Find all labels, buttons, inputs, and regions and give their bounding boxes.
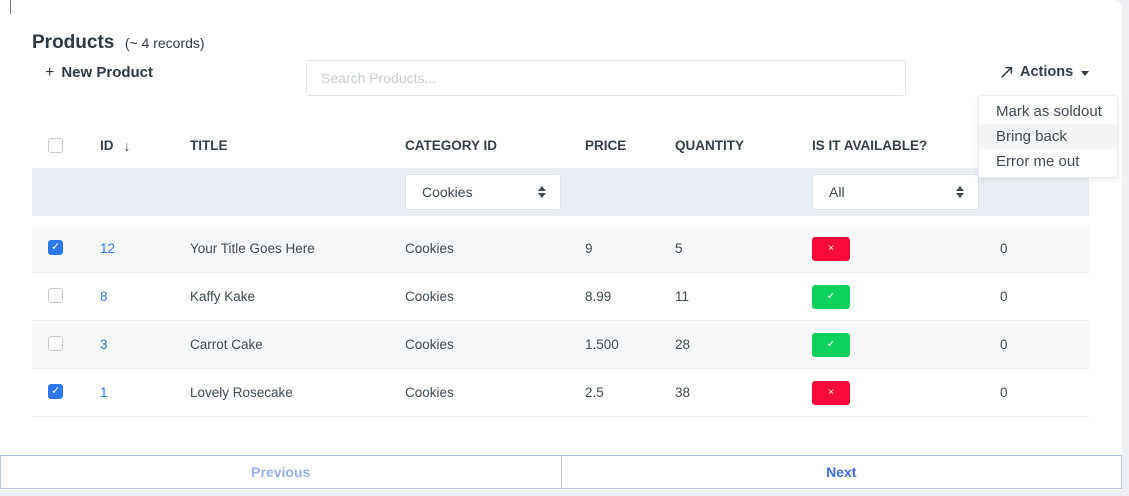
availability-badge: × (812, 380, 850, 405)
column-header-id[interactable]: ID ↓ (100, 137, 131, 154)
row-price: 8.99 (585, 289, 612, 304)
pagination: Previous Next (0, 455, 1122, 489)
row-price: 1.500 (585, 337, 619, 352)
previous-page-button[interactable]: Previous (0, 455, 561, 489)
availability-badge: ✓ (812, 332, 850, 357)
availability-badge: × (812, 236, 850, 261)
caret-down-icon (1081, 70, 1090, 76)
row-category: Cookies (405, 241, 454, 256)
row-id-link[interactable]: 8 (100, 289, 108, 304)
page-title: Products (32, 32, 115, 53)
row-quantity: 5 (675, 241, 683, 256)
actions-dropdown-toggle[interactable]: Actions (1000, 64, 1090, 80)
sort-desc-icon[interactable]: ↓ (123, 137, 131, 154)
row-checkbox[interactable] (48, 287, 63, 303)
table-row: 8 Kaffy Kake Cookies 8.99 11 ✓ 0 (32, 273, 1089, 321)
table-row: 1 Lovely Rosecake Cookies 2.5 38 × 0 (32, 369, 1089, 417)
menu-item-mark-soldout[interactable]: Mark as soldout (996, 103, 1102, 120)
availability-filter-value: All (829, 184, 845, 200)
table-row: 12 Your Title Goes Here Cookies 9 5 × 0 (32, 225, 1089, 273)
row-price: 2.5 (585, 385, 604, 400)
row-title: Carrot Cake (190, 337, 263, 352)
table-header-row: ID ↓ TITLE CATEGORY ID PRICE QUANTITY IS… (32, 123, 1089, 168)
row-category: Cookies (405, 289, 454, 304)
row-id-link[interactable]: 12 (100, 241, 116, 256)
new-product-label: New Product (61, 64, 154, 81)
menu-item-bring-back[interactable]: Bring back (979, 124, 1117, 149)
row-id-link[interactable]: 1 (100, 385, 108, 400)
row-quantity: 28 (675, 337, 691, 352)
column-header-title[interactable]: TITLE (190, 138, 228, 153)
window-edge-artifact (10, 0, 11, 14)
column-header-quantity[interactable]: QUANTITY (675, 138, 744, 153)
row-extra: 0 (1000, 385, 1008, 400)
row-quantity: 11 (675, 289, 690, 304)
row-title: Kaffy Kake (190, 289, 256, 304)
row-extra: 0 (1000, 337, 1008, 352)
select-arrows-icon (538, 186, 546, 198)
row-title: Lovely Rosecake (190, 385, 293, 400)
actions-label: Actions (1020, 64, 1074, 80)
column-header-available[interactable]: IS IT AVAILABLE? (812, 138, 928, 153)
row-extra: 0 (1000, 241, 1008, 256)
new-product-button[interactable]: + New Product (45, 64, 153, 82)
row-checkbox[interactable] (48, 383, 63, 399)
column-header-price[interactable]: PRICE (585, 138, 627, 153)
column-header-category-id[interactable]: CATEGORY ID (405, 138, 498, 153)
row-extra: 0 (1000, 289, 1008, 304)
row-id-link[interactable]: 3 (100, 337, 108, 352)
row-category: Cookies (405, 385, 454, 400)
table-row: 3 Carrot Cake Cookies 1.500 28 ✓ 0 (32, 321, 1089, 369)
row-quantity: 38 (675, 385, 691, 400)
page-title-row: Products (~ 4 records) (32, 32, 205, 54)
row-price: 9 (585, 241, 593, 256)
availability-badge: ✓ (812, 284, 850, 309)
row-checkbox[interactable] (48, 335, 63, 351)
filter-row: Cookies All (32, 168, 1089, 216)
menu-item-error-me-out[interactable]: Error me out (996, 153, 1080, 170)
next-page-button[interactable]: Next (560, 455, 1122, 489)
plus-icon: + (45, 64, 55, 81)
category-filter-select[interactable]: Cookies (405, 174, 561, 210)
actions-icon (1000, 65, 1014, 79)
row-category: Cookies (405, 337, 454, 352)
row-checkbox[interactable] (48, 239, 63, 255)
actions-dropdown-menu: Mark as soldout Bring back Error me out (978, 95, 1118, 178)
select-all-checkbox[interactable] (48, 138, 63, 153)
search-input[interactable] (306, 60, 906, 96)
row-title: Your Title Goes Here (190, 241, 315, 256)
select-arrows-icon (956, 186, 964, 198)
availability-filter-select[interactable]: All (812, 174, 979, 210)
records-count: (~ 4 records) (124, 35, 205, 51)
products-table: ID ↓ TITLE CATEGORY ID PRICE QUANTITY IS… (32, 123, 1089, 417)
category-filter-value: Cookies (422, 184, 473, 200)
